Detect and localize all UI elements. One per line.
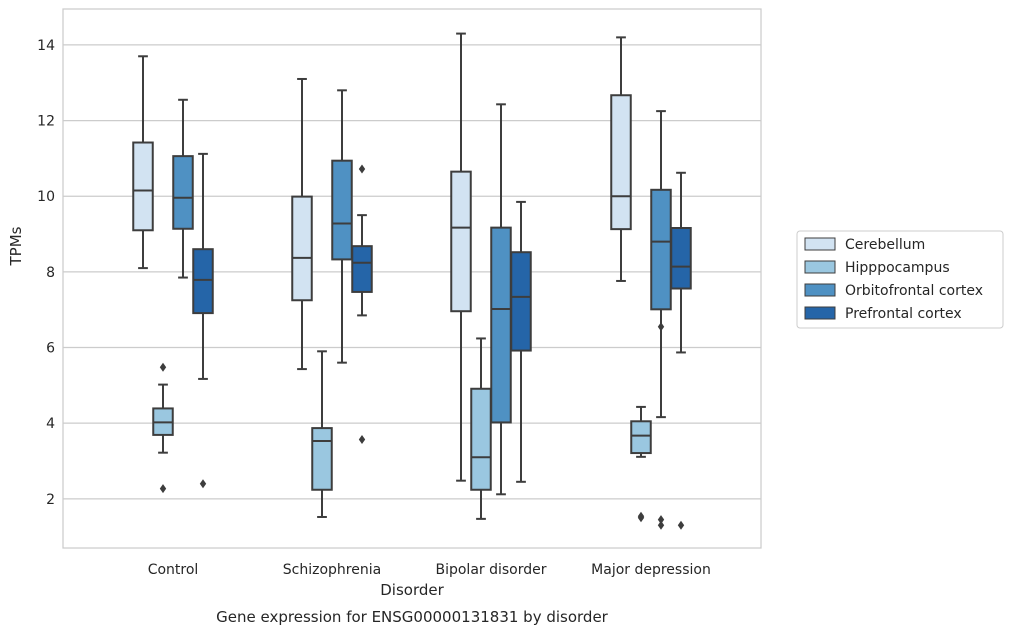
y-tick-label: 12 [37,114,55,130]
box-group [331,89,353,364]
box [490,226,512,424]
box-group [152,362,174,494]
legend-label: Hipppocampus [845,260,950,276]
box [670,227,692,290]
y-tick-label: 6 [46,341,55,357]
box-group [132,55,154,270]
y-axis-label: TPMs [7,226,25,266]
outlier-point [637,511,645,521]
box [630,420,652,455]
y-tick-label: 10 [37,189,55,205]
box [132,141,154,232]
x-axis-label: Disorder [380,581,444,599]
box [172,155,194,230]
legend-swatch [804,260,836,274]
outlier-point [677,520,685,530]
legend-swatch [804,237,836,251]
box-group [610,36,632,282]
box [650,188,672,311]
outlier-point [358,434,366,444]
outlier-point [657,322,665,332]
box-group [192,152,214,489]
box [311,427,333,491]
legend: Cerebellum Hipppocampus Orbitofrontal cort… [796,230,1004,329]
box [192,248,214,315]
plot-frame [62,8,762,549]
chart-caption: Gene expression for ENSG00000131831 by d… [216,608,609,626]
box-group [470,337,492,520]
box-group [351,164,373,444]
box-group [291,77,313,371]
outlier-point [657,520,665,530]
legend-label: Orbitofrontal cortex [845,283,983,299]
legend-items: Cerebellum Hipppocampus Orbitofrontal cort… [804,237,983,322]
box-group [311,350,333,518]
outlier-point [159,362,167,372]
box [510,251,532,352]
legend-label: Prefrontal cortex [845,306,962,322]
outlier-point [159,484,167,494]
outlier-point [358,164,366,174]
box [610,94,632,231]
box [291,195,313,302]
x-tick-labels: Control Schizophrenia Bipolar disorder Majo… [148,562,711,578]
box [331,159,353,261]
box-group [670,171,692,530]
box-group [172,98,194,279]
box-group [490,103,512,496]
outlier-point [199,479,207,489]
y-tick-label: 8 [46,265,55,281]
y-tick-label: 14 [37,38,55,54]
box-group [510,200,532,483]
x-tick-label: Control [148,562,199,578]
box-group [630,405,652,523]
box-group [450,32,472,482]
x-tick-label: Bipolar disorder [435,562,546,578]
legend-swatch [804,306,836,320]
outlier-point [657,515,665,525]
box [351,245,373,293]
box-layer [132,32,692,530]
legend-label: Cerebellum [845,237,925,253]
box [470,387,492,491]
legend-swatch [804,283,836,297]
x-tick-label: Schizophrenia [283,562,381,578]
y-tick-labels: 2 4 6 8 10 12 14 [37,38,55,508]
y-tick-label: 4 [46,416,55,432]
y-tick-label: 2 [46,492,55,508]
box-group [650,110,672,530]
x-tick-label: Major depression [591,562,711,578]
legend-frame [796,230,1004,329]
box [450,170,472,313]
